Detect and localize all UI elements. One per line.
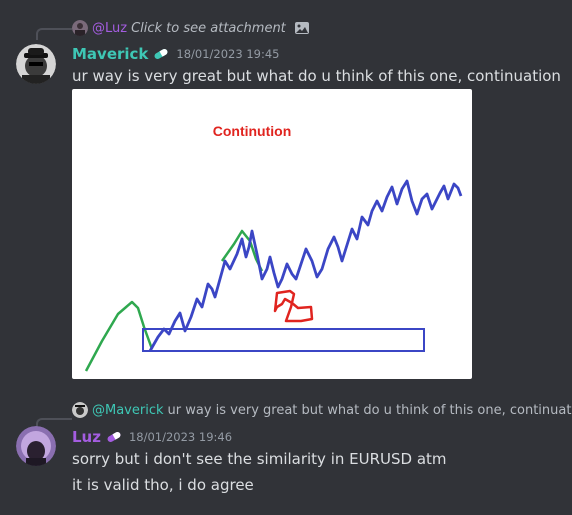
- image-icon: [294, 22, 309, 34]
- reply-preview[interactable]: @Maverick ur way is very great but what …: [72, 402, 572, 418]
- username[interactable]: Luz: [72, 428, 101, 446]
- username[interactable]: Maverick: [72, 45, 149, 63]
- pill-badge-icon: [154, 49, 168, 59]
- reply-text[interactable]: Click to see attachment: [131, 20, 286, 36]
- message-header: Luz 18/01/2023 19:46: [72, 428, 232, 446]
- message-text: ur way is very great but what do u think…: [72, 67, 561, 85]
- reply-text[interactable]: ur way is very great but what do u think…: [167, 402, 572, 418]
- pill-badge-icon: [107, 432, 121, 442]
- timestamp[interactable]: 18/01/2023 19:45: [176, 47, 280, 61]
- message-header: Maverick 18/01/2023 19:45: [72, 45, 280, 63]
- reply-preview[interactable]: @Luz Click to see attachment: [72, 20, 310, 36]
- message-text: sorry but i don't see the similarity in …: [72, 450, 447, 468]
- green-impulse-1: [84, 300, 154, 372]
- red-marked-zone: [273, 289, 314, 323]
- luz-avatar-image: [16, 426, 56, 466]
- reply-avatar: [72, 20, 88, 36]
- timestamp[interactable]: 18/01/2023 19:46: [128, 430, 233, 444]
- blue-price-path: [148, 179, 463, 352]
- image-attachment[interactable]: Continution: [72, 89, 472, 379]
- message-text: it is valid tho, i do agree: [72, 476, 254, 494]
- blue-demand-zone: [142, 328, 425, 352]
- reply-spine: [36, 418, 72, 430]
- avatar[interactable]: [16, 44, 56, 84]
- reply-author[interactable]: @Luz: [92, 20, 128, 36]
- avatar[interactable]: [16, 426, 56, 466]
- reply-spine: [36, 28, 72, 40]
- attachment-title: Continution: [213, 123, 292, 139]
- reply-author[interactable]: @Maverick: [92, 402, 164, 418]
- reply-avatar: [72, 402, 88, 418]
- maverick-avatar-image: [16, 44, 56, 84]
- chart-drawing: Continution: [84, 123, 463, 372]
